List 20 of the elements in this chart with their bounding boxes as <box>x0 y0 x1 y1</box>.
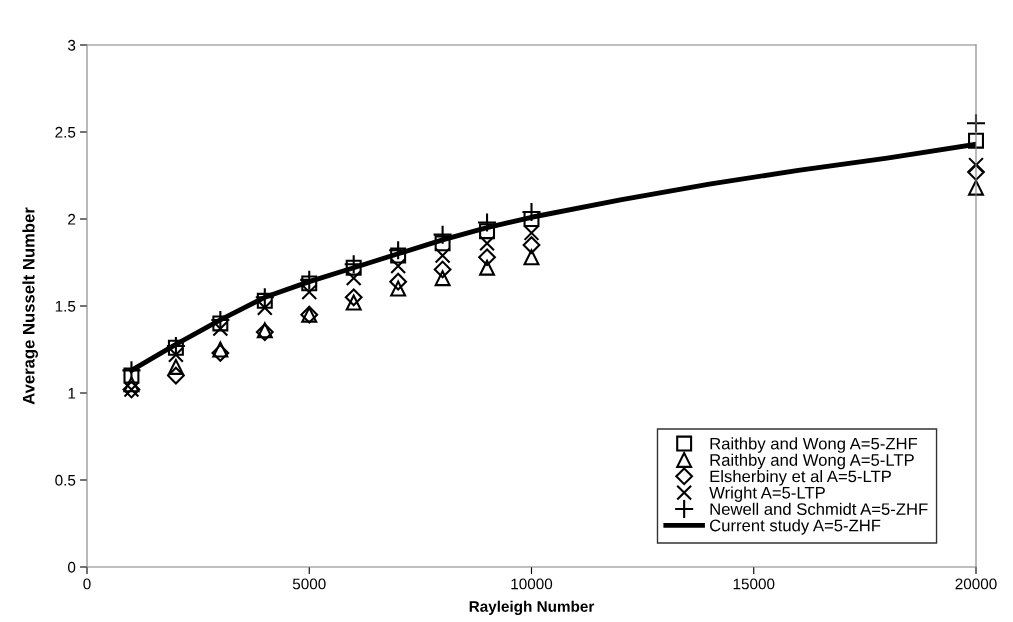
y-axis-title: Average Nusselt Number <box>22 207 38 405</box>
legend-label: Raithby and Wong A=5-LTP <box>710 453 914 470</box>
legend-label: Newell and Schmidt A=5-ZHF <box>710 502 928 516</box>
y-tick-label: 3 <box>67 39 76 51</box>
x-tick-label: 20000 <box>955 578 997 590</box>
y-tick-label: 1.5 <box>55 301 76 312</box>
legend-label: Elsherbiny et al A=5-LTP <box>710 470 891 486</box>
legend-label: Wright A=5-LTP <box>709 486 825 502</box>
legend-label: Raithby and Wong A=5-ZHF <box>710 437 918 453</box>
legend-label: Current study A=5-ZHF <box>710 519 881 535</box>
x-tick-label: 15000 <box>733 578 775 590</box>
x-tick-label: 5000 <box>292 578 326 590</box>
y-tick-label: 2 <box>68 213 76 225</box>
y-tick-label: 1 <box>68 388 76 399</box>
y-tick-label: 0 <box>67 561 76 573</box>
y-tick-label: 2.5 <box>55 126 76 138</box>
x-tick-label: 0 <box>83 578 91 590</box>
x-tick-label: 10000 <box>511 578 553 590</box>
y-tick-label: 0.5 <box>55 474 76 486</box>
x-axis-title: Rayleigh Number <box>469 600 595 615</box>
